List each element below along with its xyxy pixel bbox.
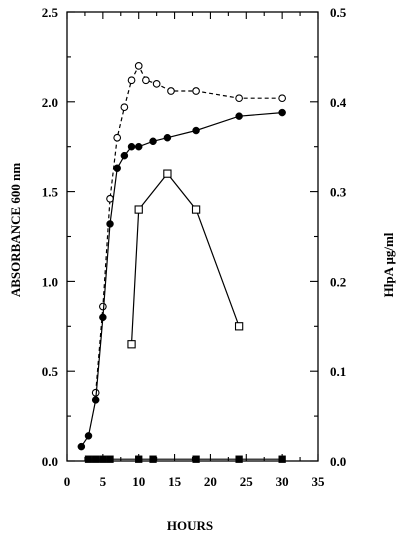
data-point (106, 220, 114, 228)
x-tick-label: 5 (100, 474, 107, 489)
data-point (278, 94, 286, 103)
data-point (278, 455, 286, 463)
data-point (99, 455, 107, 463)
data-point (99, 313, 107, 322)
data-point (77, 442, 86, 451)
x-tick-label: 0 (64, 474, 71, 489)
axes (66, 11, 319, 462)
series-3 (127, 169, 244, 349)
x-tick-label: 15 (168, 474, 182, 489)
ticks: 0 5 10 15 20 25 30 35 0.0 0.5 1.0 1.5 2.0 2.5 0.0 0.1 0.… (42, 5, 347, 489)
data-point (191, 205, 201, 214)
y2-tick-label: 0.3 (330, 185, 347, 200)
series-4 (84, 455, 286, 463)
x-tick-label: 10 (132, 474, 145, 489)
series-line (80, 112, 283, 447)
data-point (149, 137, 157, 146)
plot-frame (66, 11, 319, 462)
data-point (91, 396, 100, 404)
x-tick-label: 30 (276, 474, 289, 489)
y-tick-label: 2.5 (42, 5, 59, 20)
x-tick-label: 20 (204, 474, 217, 489)
x-tick-label: 25 (240, 474, 254, 489)
y-tick-label: 2.0 (42, 95, 58, 110)
data-point (163, 169, 172, 178)
data-point (192, 455, 200, 463)
data-point (142, 76, 150, 85)
data-point (134, 142, 143, 151)
data-point (113, 133, 122, 142)
data-point (234, 322, 244, 331)
data-point (113, 164, 121, 173)
y-tick-label: 0.0 (42, 454, 58, 469)
y-tick-label: 1.0 (42, 274, 58, 289)
y2-tick-label: 0.0 (330, 454, 346, 469)
data-point (135, 455, 143, 463)
data-point (127, 76, 136, 85)
series-layer (77, 62, 286, 463)
data-point (127, 340, 136, 349)
data-point (167, 87, 175, 95)
data-point (92, 455, 100, 463)
data-point (278, 108, 286, 117)
data-point (120, 103, 129, 112)
y-tick-label: 1.5 (42, 185, 59, 200)
data-point (235, 112, 243, 120)
y2-tick-label: 0.1 (330, 364, 346, 379)
data-point (235, 94, 243, 103)
data-point (106, 194, 114, 203)
y2-tick-label: 0.2 (330, 274, 346, 289)
data-point (152, 79, 161, 88)
x-tick-label: 35 (312, 474, 326, 489)
data-point (84, 455, 93, 463)
data-point (106, 455, 114, 463)
series-line (130, 172, 240, 345)
y-axis-title: ABSORBANCE 600 nm (8, 163, 23, 298)
series-2 (77, 108, 286, 451)
y2-tick-label: 0.4 (330, 95, 347, 110)
x-axis-title: HOURS (167, 518, 213, 533)
y-tick-label: 0.5 (42, 364, 59, 379)
data-point (192, 126, 200, 135)
y2-tick-label: 0.5 (330, 5, 347, 20)
data-point (134, 205, 143, 214)
series-1 (91, 62, 286, 397)
data-point (134, 62, 143, 70)
data-point (149, 455, 157, 463)
data-point (127, 142, 136, 151)
data-point (192, 87, 200, 95)
y2-axis-title: HlpA μg/ml (381, 232, 396, 297)
data-point (235, 455, 243, 463)
data-point (163, 133, 172, 142)
data-point (120, 151, 129, 160)
data-point (84, 432, 93, 440)
data-point (99, 302, 107, 311)
